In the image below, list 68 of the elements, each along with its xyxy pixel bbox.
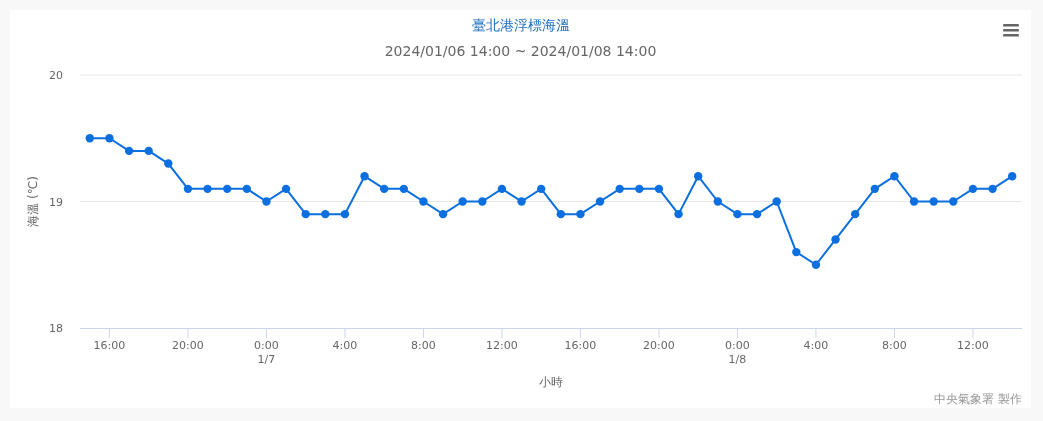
point xyxy=(654,184,664,194)
point xyxy=(164,159,173,168)
point xyxy=(1007,172,1017,181)
y-tick-label: 20 xyxy=(49,69,63,82)
point xyxy=(556,209,566,219)
point xyxy=(615,184,624,194)
x-tick-label: 16:00 xyxy=(564,339,597,352)
point xyxy=(281,184,291,194)
point xyxy=(909,197,919,206)
point xyxy=(811,260,821,269)
point xyxy=(831,235,840,244)
point xyxy=(850,209,860,219)
point xyxy=(124,146,134,156)
x-tick-label: 8:00 xyxy=(411,339,436,352)
x-tick-label: 16:00 xyxy=(93,339,126,352)
point xyxy=(949,197,958,206)
point xyxy=(536,184,546,194)
point xyxy=(497,184,507,194)
point xyxy=(772,197,781,206)
point xyxy=(733,209,742,219)
point xyxy=(301,209,310,219)
point xyxy=(242,184,252,194)
point xyxy=(340,209,350,219)
point xyxy=(438,209,448,219)
point xyxy=(713,197,723,206)
point xyxy=(517,197,526,206)
point xyxy=(399,184,409,194)
point xyxy=(576,209,585,219)
point xyxy=(360,172,369,181)
point xyxy=(988,184,997,194)
x-axis-title: 小時 xyxy=(539,375,563,389)
point xyxy=(379,184,389,194)
point xyxy=(419,197,428,206)
point xyxy=(203,184,212,194)
x-tick-label: 20:00 xyxy=(172,339,204,352)
point xyxy=(262,197,271,206)
point xyxy=(792,247,801,257)
chart-subtitle: 2024/01/06 14:00 ~ 2024/01/08 14:00 xyxy=(384,43,657,59)
point xyxy=(144,146,153,156)
point xyxy=(321,209,330,219)
point xyxy=(478,197,487,206)
point xyxy=(183,184,193,194)
x-tick-label: 8:00 xyxy=(882,339,907,352)
point xyxy=(929,197,938,206)
point xyxy=(890,172,899,181)
x-tick-label: 0:00 1/8 xyxy=(725,339,750,366)
y-axis-title: 海溫 (℃) xyxy=(26,176,40,227)
point xyxy=(752,209,762,219)
point xyxy=(674,209,683,219)
point xyxy=(105,134,114,143)
point xyxy=(693,172,703,181)
y-tick-label: 19 xyxy=(49,195,63,209)
point xyxy=(870,184,880,194)
text: 中央氣象署 製作 xyxy=(934,392,1022,406)
chart-title: 臺北港浮標海溫 xyxy=(471,17,570,33)
point xyxy=(595,197,605,206)
x-tick-label: 0:00 1/7 xyxy=(254,339,279,366)
point xyxy=(85,134,95,143)
y-tick-label: 18 xyxy=(49,322,63,335)
x-tick-label: 4:00 xyxy=(332,339,358,352)
x-tick-label: 12:00 xyxy=(486,339,518,352)
x-tick-label: 20:00 xyxy=(643,339,675,352)
point xyxy=(222,184,232,194)
x-tick-label: 4:00 xyxy=(803,339,829,352)
point xyxy=(458,197,467,206)
point xyxy=(635,184,644,194)
point xyxy=(968,184,978,194)
x-tick-label: 12:00 xyxy=(957,339,989,352)
